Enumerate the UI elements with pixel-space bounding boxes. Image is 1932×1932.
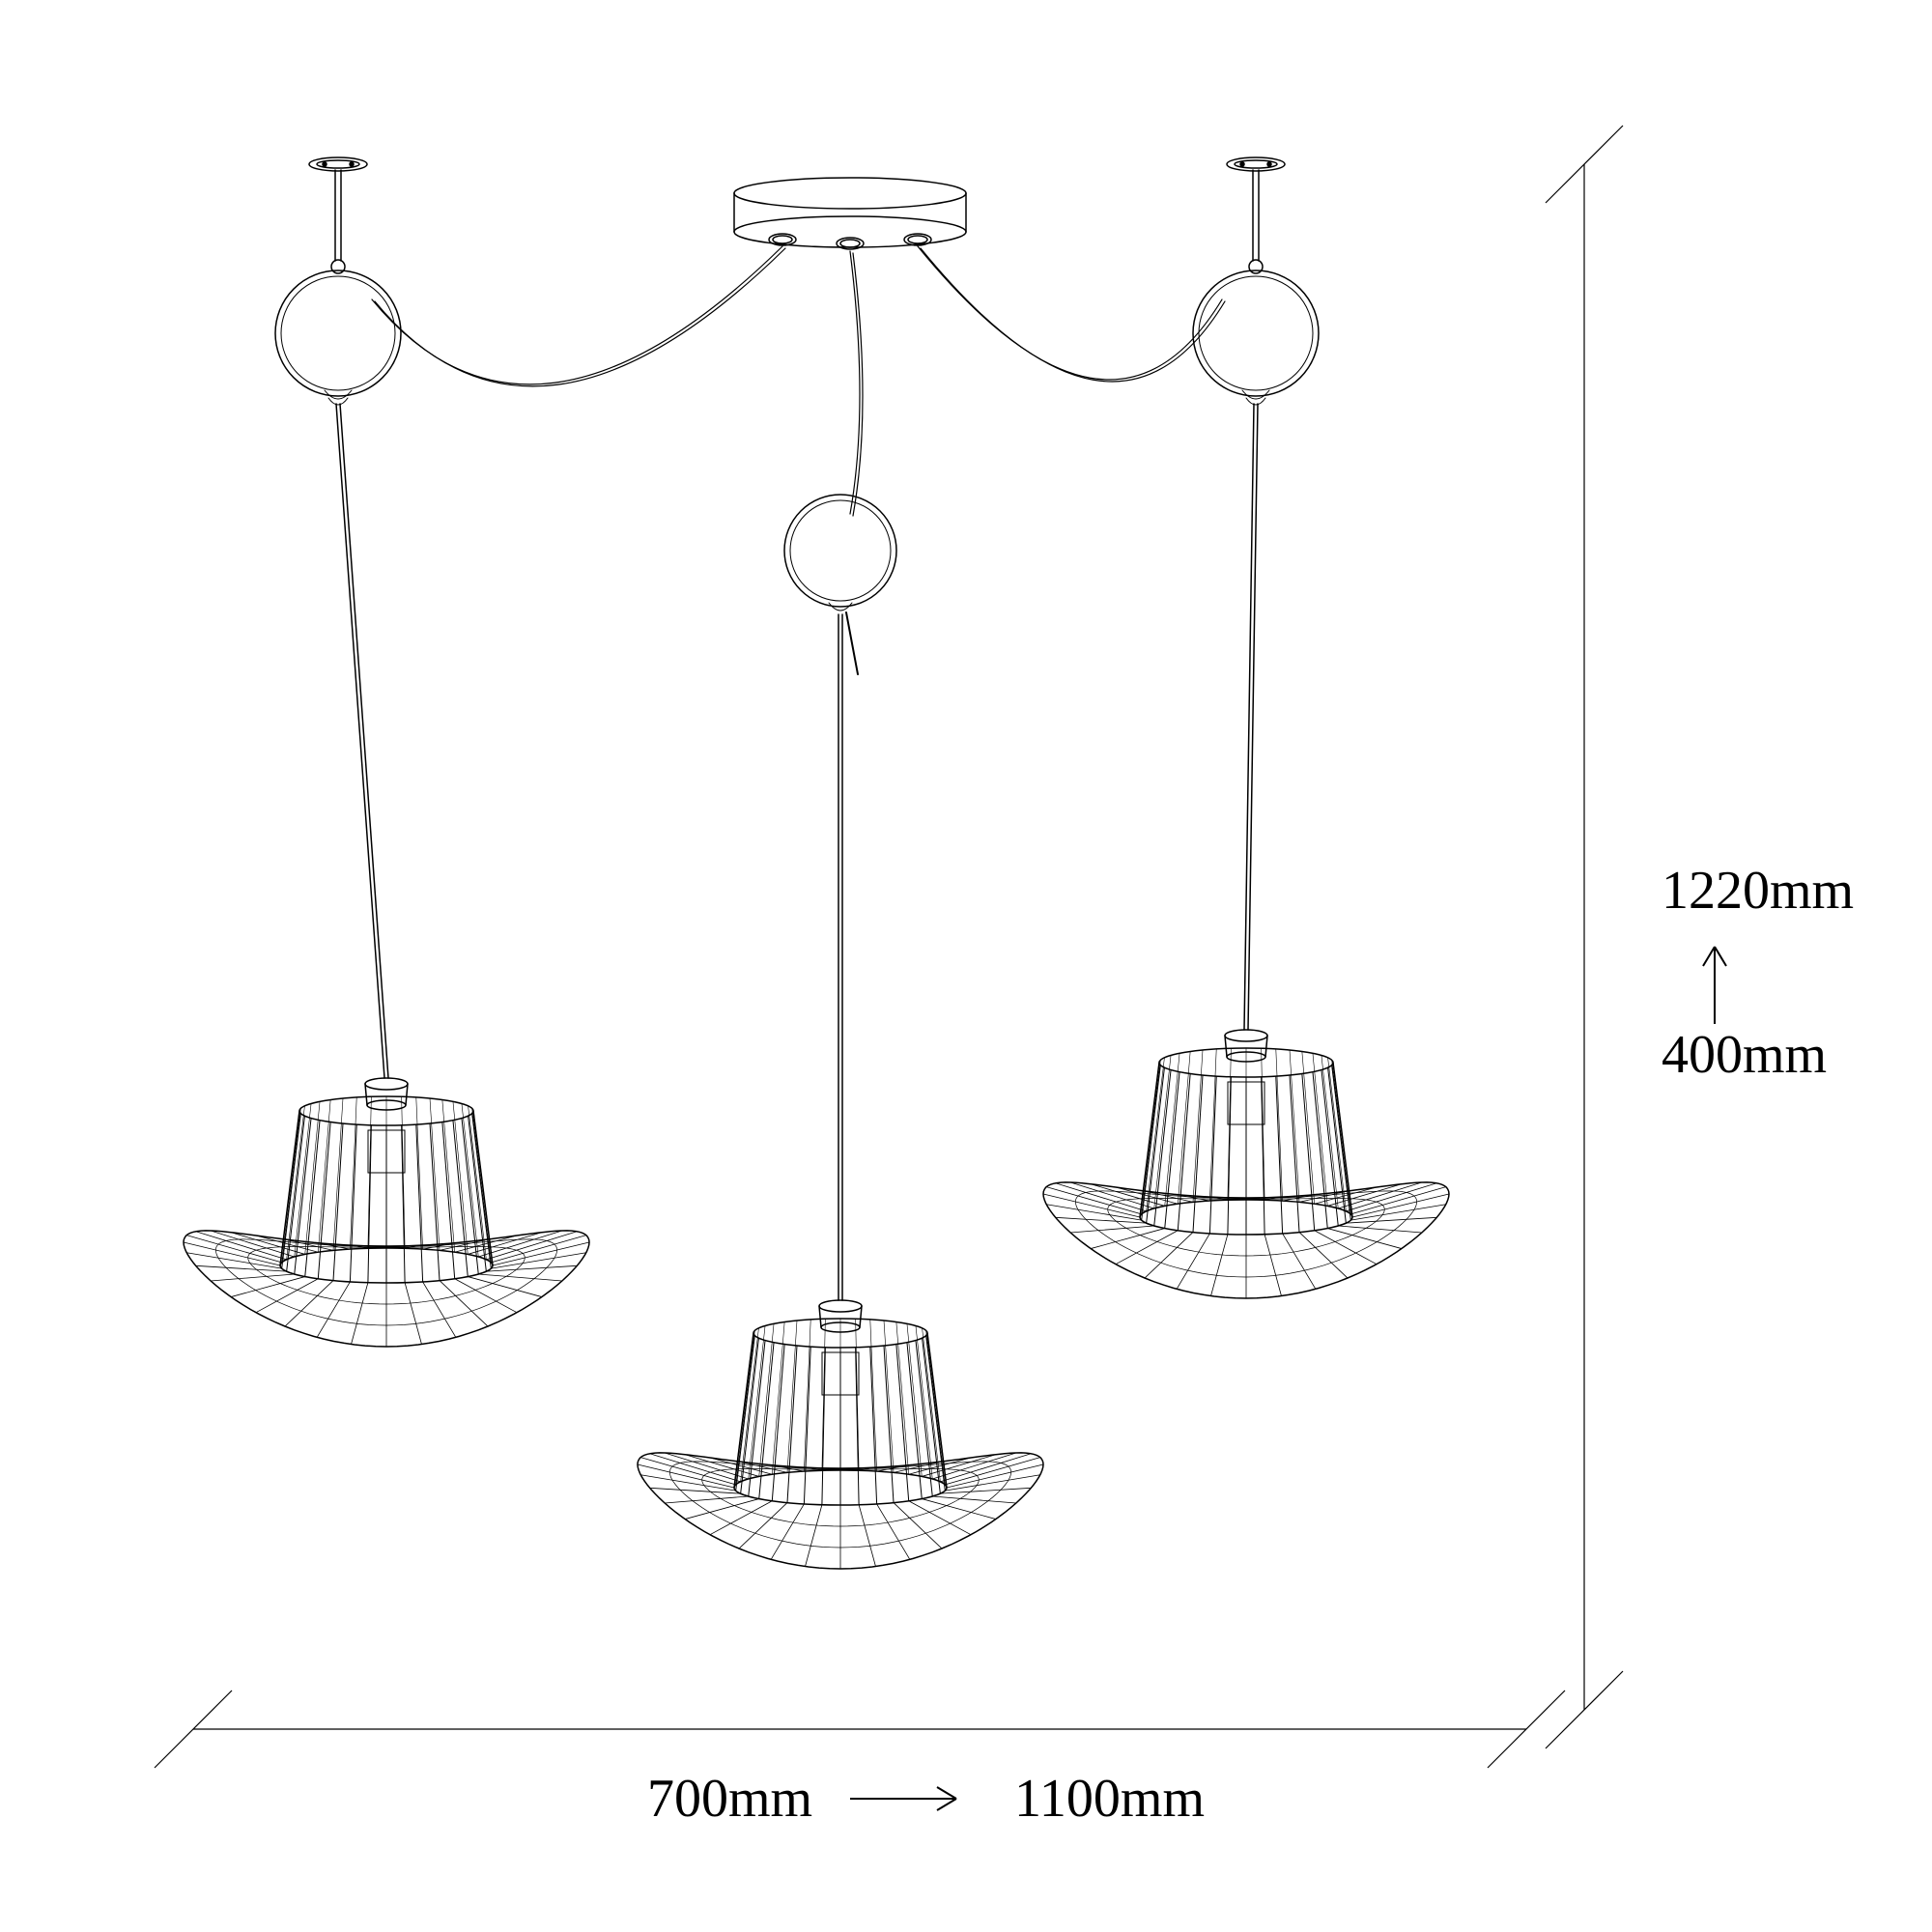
ceiling-hook xyxy=(275,157,401,405)
hat-shade xyxy=(184,1078,589,1347)
technical-drawing: 1220mm 400mm 700mm 1100mm xyxy=(0,0,1932,1932)
dimension-label: 1100mm xyxy=(1014,1769,1205,1829)
hat-shade xyxy=(638,1300,1043,1569)
dimension-label: 700mm xyxy=(647,1769,812,1829)
pendant-center xyxy=(838,614,842,1300)
ceiling-hook xyxy=(1193,157,1319,405)
dimension-label: 400mm xyxy=(1662,1025,1827,1085)
dimension-label: 1220mm xyxy=(1662,861,1854,921)
ceiling-canopy xyxy=(734,178,966,249)
pendant-left xyxy=(336,404,388,1078)
hat-shade xyxy=(1043,1030,1449,1298)
center-ring xyxy=(784,495,896,674)
pendant-right xyxy=(1244,404,1258,1030)
